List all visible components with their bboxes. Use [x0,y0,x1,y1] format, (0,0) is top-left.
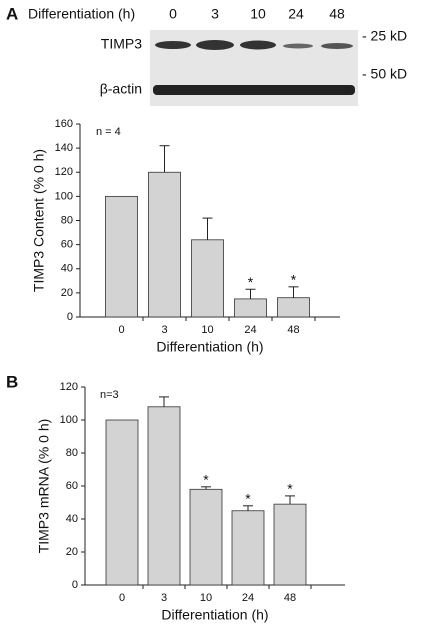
bar [105,195,138,318]
bar [191,239,224,318]
x-tick-label: 0 [119,592,125,604]
y-tick-label: 120 [60,381,78,393]
y-axis-label: TIMP3 mRNA (% 0 h) [36,419,52,554]
x-tick-label: 48 [284,592,296,604]
bar [147,406,181,586]
y-axis-label: TIMP3 Content (% 0 h) [31,149,47,292]
x-tick-label: 24 [242,592,254,604]
blot-row-label: β-actin [100,81,142,97]
x-tick-label: 0 [118,324,124,336]
panel-label: B [6,372,18,391]
band [240,40,276,50]
band [155,41,191,49]
y-tick-label: 0 [67,311,73,323]
significance-marker: * [287,481,293,497]
x-tick-label: 48 [287,324,299,336]
blot-marker: - 50 kD [362,66,407,82]
bar [273,503,307,586]
x-tick-label: 10 [201,324,213,336]
lane-label: 10 [250,6,266,22]
bar [148,171,181,318]
significance-marker: * [291,272,297,288]
x-tick-label: 3 [161,592,167,604]
y-tick-label: 20 [61,287,73,299]
y-tick-label: 100 [55,190,73,202]
y-tick-label: 80 [66,447,78,459]
band [283,43,313,49]
band [153,85,355,95]
y-tick-label: 40 [61,263,73,275]
y-tick-label: 60 [66,480,78,492]
blot-bands [153,40,355,95]
blot-header: Differentiation (h) [28,6,135,22]
y-tick-label: 140 [55,142,73,154]
y-tick-label: 0 [72,579,78,591]
lane-label: 24 [288,6,304,22]
significance-marker: * [245,491,251,507]
x-tick-label: 10 [200,592,212,604]
y-tick-label: 40 [66,513,78,525]
band [321,43,353,49]
bar [277,297,310,318]
lane-label: 3 [211,6,219,22]
y-tick-label: 60 [61,239,73,251]
annotation: n = 4 [96,126,121,138]
y-tick-label: 80 [61,214,73,226]
lane-label: 48 [329,6,345,22]
lane-label: 0 [169,6,177,22]
bar [189,488,223,586]
x-axis-label: Differentiation (h) [156,339,263,355]
significance-marker: * [203,472,209,488]
blot-row-label: TIMP3 [101,36,142,52]
panel-label: A [6,4,18,23]
x-axis-label: Differentiation (h) [161,607,268,623]
y-tick-label: 120 [55,166,73,178]
y-tick-label: 20 [66,546,78,558]
y-tick-label: 100 [60,414,78,426]
bar [234,298,267,318]
bar [105,419,139,586]
y-tick-label: 160 [55,118,73,130]
significance-marker: * [248,274,254,290]
bar [231,510,265,586]
band [196,40,234,50]
x-tick-label: 24 [244,324,256,336]
x-tick-label: 3 [161,324,167,336]
annotation: n=3 [100,389,119,401]
blot-marker: - 25 kD [362,28,407,44]
